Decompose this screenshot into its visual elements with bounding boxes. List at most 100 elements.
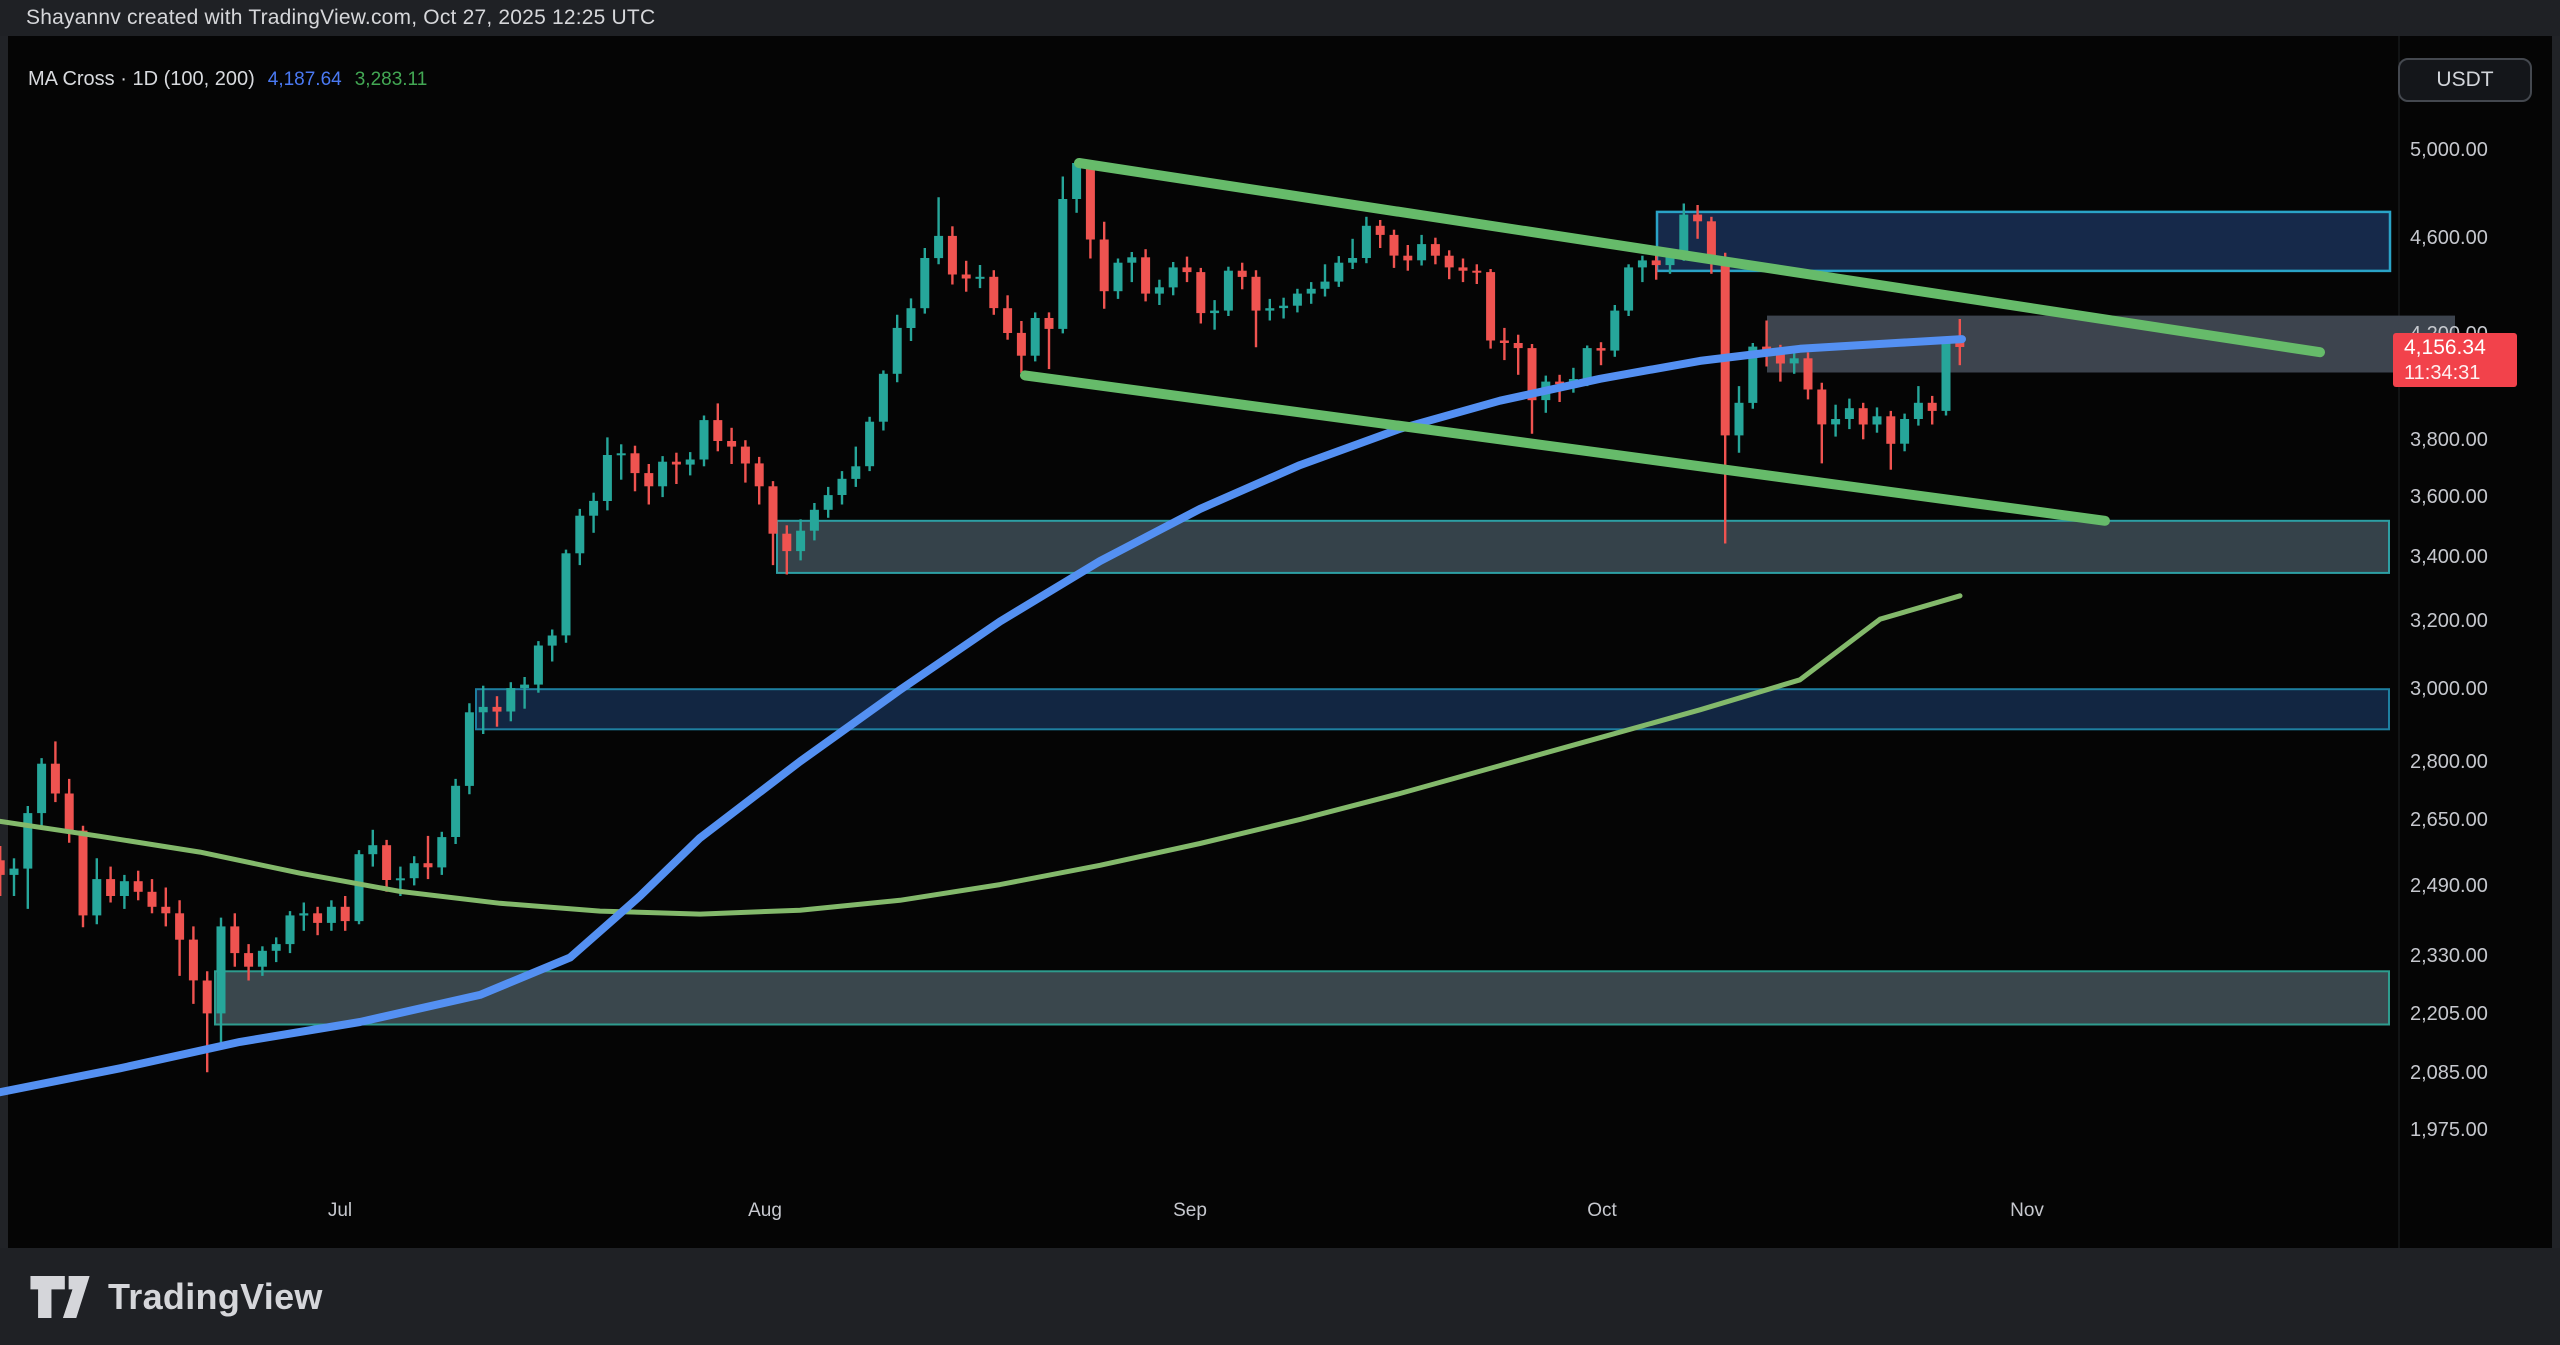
candle-body (216, 926, 226, 1014)
candle-body (326, 906, 336, 923)
candle-body (313, 913, 323, 923)
candle-body (1182, 267, 1192, 273)
candle-body (1361, 225, 1371, 258)
candle-body (934, 235, 944, 259)
candle-body (244, 953, 254, 967)
candle-body (188, 939, 198, 981)
candle-body (533, 645, 543, 685)
candle-body (1292, 293, 1302, 306)
candle-body (961, 274, 971, 279)
trendline[interactable] (1020, 370, 2110, 526)
supply-demand-zone[interactable] (475, 688, 2390, 731)
candle-body (161, 906, 171, 914)
candle-body (1072, 163, 1082, 199)
candle-body (1555, 381, 1565, 385)
candle-body (1872, 416, 1882, 425)
attribution-text: Shayannv created with TradingView.com, O… (26, 6, 656, 29)
supply-demand-zone[interactable] (1655, 210, 2392, 273)
candle-body (106, 879, 116, 896)
candle-body (1499, 340, 1509, 343)
candle-body (257, 950, 267, 967)
footer-bar: TradingView (0, 1248, 2560, 1345)
candle-body (1582, 348, 1592, 379)
candle-body (989, 276, 999, 309)
candle-body (1444, 255, 1454, 268)
candle-body (395, 878, 405, 881)
candle-body (823, 495, 833, 510)
candle-body (1223, 270, 1233, 311)
candle-body (1389, 234, 1399, 256)
candle-body (1513, 343, 1523, 349)
candle-body (1016, 332, 1026, 356)
candle-body (644, 473, 654, 487)
candle-body (1154, 287, 1164, 294)
tradingview-logo-text: TradingView (108, 1275, 323, 1317)
candle-body (671, 461, 681, 465)
candle-body (1430, 244, 1440, 256)
candle-body (409, 863, 419, 879)
candle-body (1624, 267, 1634, 311)
candle-body (1348, 258, 1358, 263)
candle-body (685, 459, 695, 465)
candle-body (768, 486, 778, 534)
candle-body (1734, 402, 1744, 436)
candle-body (1403, 255, 1413, 261)
candle-body (368, 845, 378, 855)
candle-body (1127, 257, 1137, 263)
candle-body (1168, 267, 1178, 288)
candle-body (1279, 305, 1289, 309)
candle-body (1486, 272, 1496, 341)
candle-body (851, 466, 861, 479)
candle-body (230, 926, 240, 954)
candle-body (64, 793, 74, 831)
candle-body (727, 441, 737, 447)
candle-body (699, 420, 709, 460)
candle-body (837, 478, 847, 495)
candle-body (478, 706, 488, 713)
candle-body (1651, 260, 1661, 266)
attribution-bar: Shayannv created with TradingView.com, O… (0, 0, 2560, 36)
candle-body (782, 533, 792, 552)
candle-body (754, 463, 764, 487)
candle-body (1886, 416, 1896, 444)
candle-body (1527, 348, 1537, 401)
candle-body (589, 500, 599, 516)
candle-body (575, 515, 585, 554)
candle-body (1720, 258, 1730, 436)
candle-body (175, 913, 185, 940)
candle-body (1900, 419, 1910, 444)
ma200-value: 3,283.11 (354, 69, 428, 90)
candle-body (1610, 310, 1620, 351)
candle-body (492, 706, 502, 712)
candle-body (658, 461, 668, 487)
candle-body (271, 944, 281, 951)
candle-body (1099, 239, 1109, 292)
candle-body (92, 879, 102, 916)
candle-body (50, 763, 60, 794)
candle-body (740, 446, 750, 464)
candle-body (796, 530, 806, 552)
candle-body (464, 712, 474, 786)
trendline[interactable] (1074, 158, 2325, 358)
candle-body (1210, 310, 1220, 314)
candle-body (1913, 402, 1923, 419)
last-price-value: 4,156.34 (2404, 336, 2486, 359)
candle-body (147, 891, 157, 907)
candle-body (602, 455, 612, 501)
indicator-legend[interactable]: MA Cross · 1D (100, 200) 4,187.64 3,283.… (28, 68, 427, 91)
supply-demand-zone[interactable] (214, 970, 2390, 1026)
candle-body (1251, 276, 1261, 311)
candle-body (1596, 348, 1606, 351)
candle-body (1058, 199, 1068, 329)
candle-body (506, 688, 516, 712)
candle-body (1927, 402, 1937, 411)
candle-body (1637, 260, 1647, 268)
candle-body (1693, 214, 1703, 222)
currency-toggle-button[interactable]: USDT (2398, 58, 2532, 102)
candle-body (202, 980, 212, 1014)
candle-body (1706, 221, 1716, 258)
indicator-title: MA Cross · 1D (100, 200) (28, 68, 255, 90)
supply-demand-zone[interactable] (776, 519, 2390, 574)
candle-body (1237, 270, 1247, 277)
